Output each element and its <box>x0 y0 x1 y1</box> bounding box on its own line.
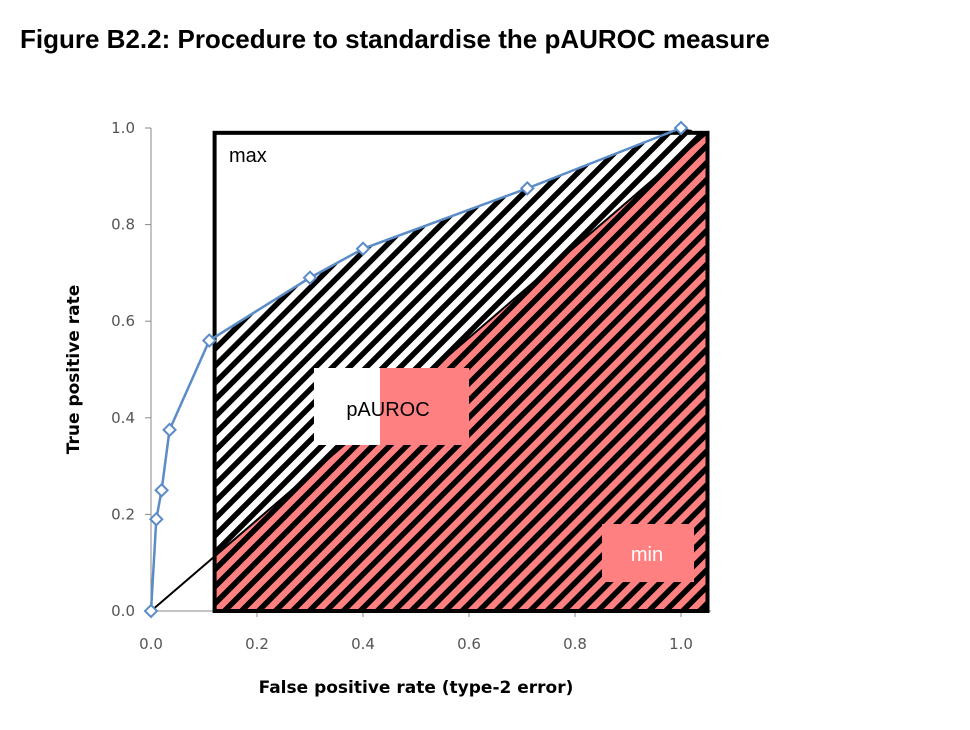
y-tick-label: 0.6 <box>111 312 135 330</box>
roc-point <box>148 511 164 527</box>
x-tick-label: 0.6 <box>457 635 481 653</box>
roc-point <box>201 333 217 348</box>
roc-point <box>302 270 318 286</box>
max-box <box>212 130 710 614</box>
roc-point <box>143 603 159 619</box>
y-axis-title: True positive rate <box>64 285 84 454</box>
roc-point <box>162 422 177 438</box>
roc-point <box>673 120 689 136</box>
x-tick-label: 0.0 <box>139 635 163 653</box>
x-tick-label: 0.4 <box>351 635 375 653</box>
roc-series <box>143 120 689 619</box>
y-tick-label: 0.2 <box>111 505 135 523</box>
x-axis-title: False positive rate (type-2 error) <box>259 678 574 698</box>
max-box-rect <box>212 130 710 614</box>
roc-point <box>154 482 170 498</box>
roc-point <box>355 241 371 257</box>
pauroc-label-bg-red <box>380 368 469 445</box>
axes: 0.0 0.2 0.4 0.6 0.8 1.0 0.0 0.2 0.4 0.6 0.8 1.0 Fals… <box>64 119 711 698</box>
y-tick-label: 0.4 <box>111 409 135 427</box>
x-tick-label: 1.0 <box>669 635 693 653</box>
y-tick-label: 0.0 <box>111 602 135 620</box>
region-labels: max pAUROC min <box>229 145 694 582</box>
roc-point <box>519 180 535 196</box>
min-label: min <box>631 544 663 566</box>
x-tick-label: 0.8 <box>563 635 587 653</box>
y-tick-label: 1.0 <box>111 119 135 137</box>
pauroc-label: pAUROC <box>346 399 429 421</box>
max-label: max <box>229 145 267 167</box>
x-tick-label: 0.2 <box>245 635 269 653</box>
min-label-bg <box>602 524 694 582</box>
figure-title: Figure B2.2: Procedure to standardise th… <box>20 24 770 54</box>
y-tick-label: 0.8 <box>111 216 135 234</box>
